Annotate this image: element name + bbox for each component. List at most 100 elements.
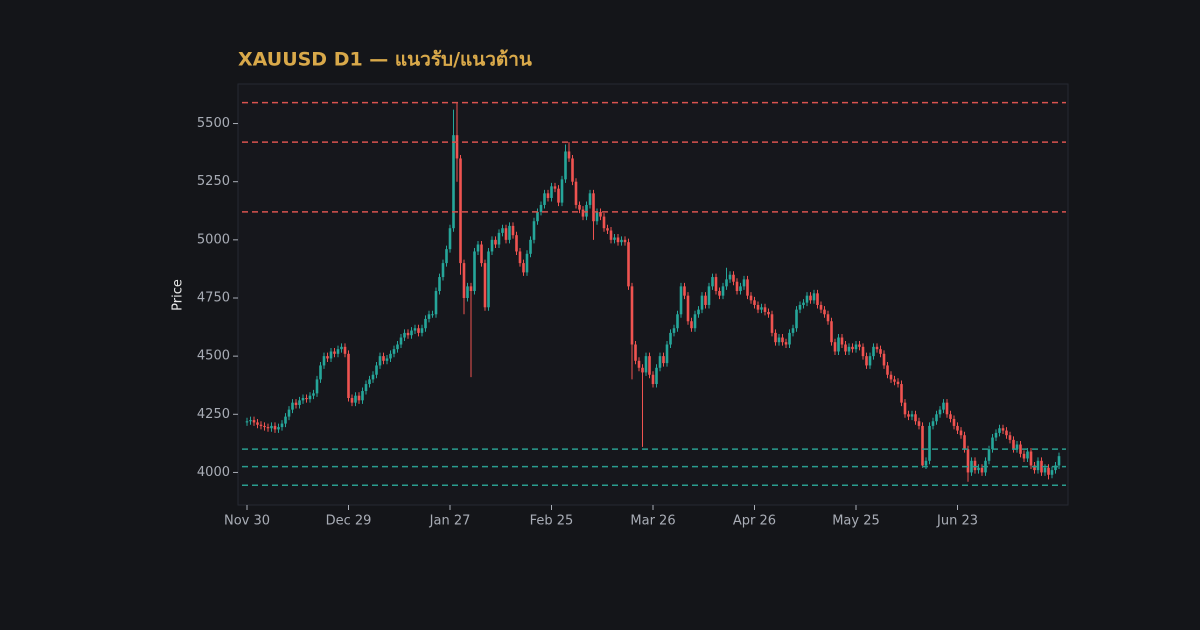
candle-body bbox=[949, 414, 952, 419]
x-tick-label: May 25 bbox=[832, 514, 880, 529]
candle-body bbox=[448, 228, 452, 250]
candle-body bbox=[585, 204, 588, 217]
candle-body bbox=[756, 304, 760, 310]
candle-body bbox=[742, 279, 746, 287]
candle-body bbox=[851, 346, 854, 350]
candle-body bbox=[459, 158, 462, 264]
candle-body bbox=[739, 286, 742, 292]
candle-body bbox=[858, 344, 861, 347]
candle-body bbox=[431, 314, 434, 316]
candle-body bbox=[917, 421, 921, 426]
candle-body bbox=[998, 428, 1001, 433]
candle-body bbox=[872, 346, 875, 357]
candle-body bbox=[1022, 453, 1026, 459]
candle-body bbox=[963, 435, 966, 450]
x-tick-label: Dec 29 bbox=[326, 514, 372, 529]
candle-body bbox=[550, 186, 553, 198]
candle-body bbox=[305, 398, 308, 400]
candle-body bbox=[956, 425, 959, 431]
candle-body bbox=[476, 244, 480, 252]
candle-body bbox=[889, 374, 893, 380]
candle-body bbox=[263, 425, 266, 428]
candle-body bbox=[655, 367, 658, 385]
candle-body bbox=[732, 274, 735, 282]
candle-body bbox=[427, 314, 431, 319]
candle-body bbox=[672, 328, 676, 333]
candle-body bbox=[462, 263, 466, 298]
candle-body bbox=[788, 332, 791, 345]
candle-body bbox=[693, 314, 697, 329]
candle-body bbox=[445, 249, 448, 264]
y-tick-label: 5250 bbox=[197, 174, 230, 189]
candle-body bbox=[403, 332, 406, 338]
candle-body bbox=[473, 251, 476, 292]
candle-body bbox=[389, 353, 392, 359]
candle-body bbox=[329, 351, 333, 359]
candle-body bbox=[287, 409, 291, 417]
candle-body bbox=[322, 356, 326, 366]
candle-body bbox=[746, 279, 749, 296]
candle-body bbox=[308, 395, 312, 400]
candle-body bbox=[816, 293, 819, 305]
candle-body bbox=[522, 263, 525, 273]
candle-body bbox=[480, 244, 483, 264]
candle-body bbox=[266, 427, 270, 429]
candle-body bbox=[861, 346, 865, 357]
candle-body bbox=[413, 328, 417, 331]
candle-body bbox=[466, 286, 469, 298]
candle-body bbox=[665, 344, 669, 364]
candle-body bbox=[354, 395, 357, 403]
candle-body bbox=[914, 414, 917, 422]
candle-body bbox=[371, 374, 375, 380]
candle-body bbox=[896, 381, 900, 385]
candle-body bbox=[900, 384, 903, 403]
candle-body bbox=[606, 228, 609, 231]
candle-body bbox=[662, 356, 665, 364]
candle-body bbox=[690, 321, 693, 329]
candle-body bbox=[931, 421, 935, 426]
candle-body bbox=[1057, 456, 1061, 466]
candle-body bbox=[595, 211, 599, 222]
candle-body bbox=[315, 379, 319, 394]
x-tick-label: Mar 26 bbox=[630, 514, 675, 529]
candle-body bbox=[364, 384, 368, 392]
candle-body bbox=[532, 221, 536, 240]
candle-body bbox=[469, 286, 473, 292]
candle-body bbox=[637, 360, 641, 368]
candle-body bbox=[893, 379, 896, 382]
candle-body bbox=[686, 295, 690, 322]
candle-body bbox=[399, 337, 403, 345]
candle-body bbox=[599, 211, 602, 217]
candle-body bbox=[973, 460, 977, 471]
candle-body bbox=[340, 346, 343, 350]
candle-body bbox=[627, 242, 630, 287]
candle-body bbox=[970, 460, 973, 473]
candle-body bbox=[609, 230, 613, 240]
candle-body bbox=[252, 420, 256, 423]
candle-body bbox=[725, 279, 728, 287]
candle-body bbox=[749, 295, 753, 301]
candle-body bbox=[938, 409, 942, 415]
candle-body bbox=[539, 204, 543, 212]
candle-body bbox=[714, 277, 718, 292]
y-tick-label: 4750 bbox=[197, 290, 230, 305]
candle-body bbox=[942, 402, 945, 410]
candle-body bbox=[994, 432, 998, 438]
candle-body bbox=[487, 251, 490, 308]
candle-body bbox=[312, 393, 315, 396]
candle-body bbox=[760, 307, 763, 310]
candle-body bbox=[574, 181, 578, 205]
candle-body bbox=[256, 422, 259, 425]
candle-body bbox=[658, 356, 662, 368]
candle-body bbox=[886, 365, 889, 375]
candle-body bbox=[819, 304, 823, 310]
candle-body bbox=[770, 314, 774, 333]
candle-body bbox=[795, 309, 798, 329]
candle-body bbox=[378, 356, 382, 366]
x-tick-label: Jan 27 bbox=[429, 514, 471, 529]
candle-body bbox=[592, 193, 595, 222]
candle-body bbox=[837, 337, 840, 352]
candle-body bbox=[361, 391, 364, 401]
x-tick-label: Jun 23 bbox=[936, 514, 978, 529]
